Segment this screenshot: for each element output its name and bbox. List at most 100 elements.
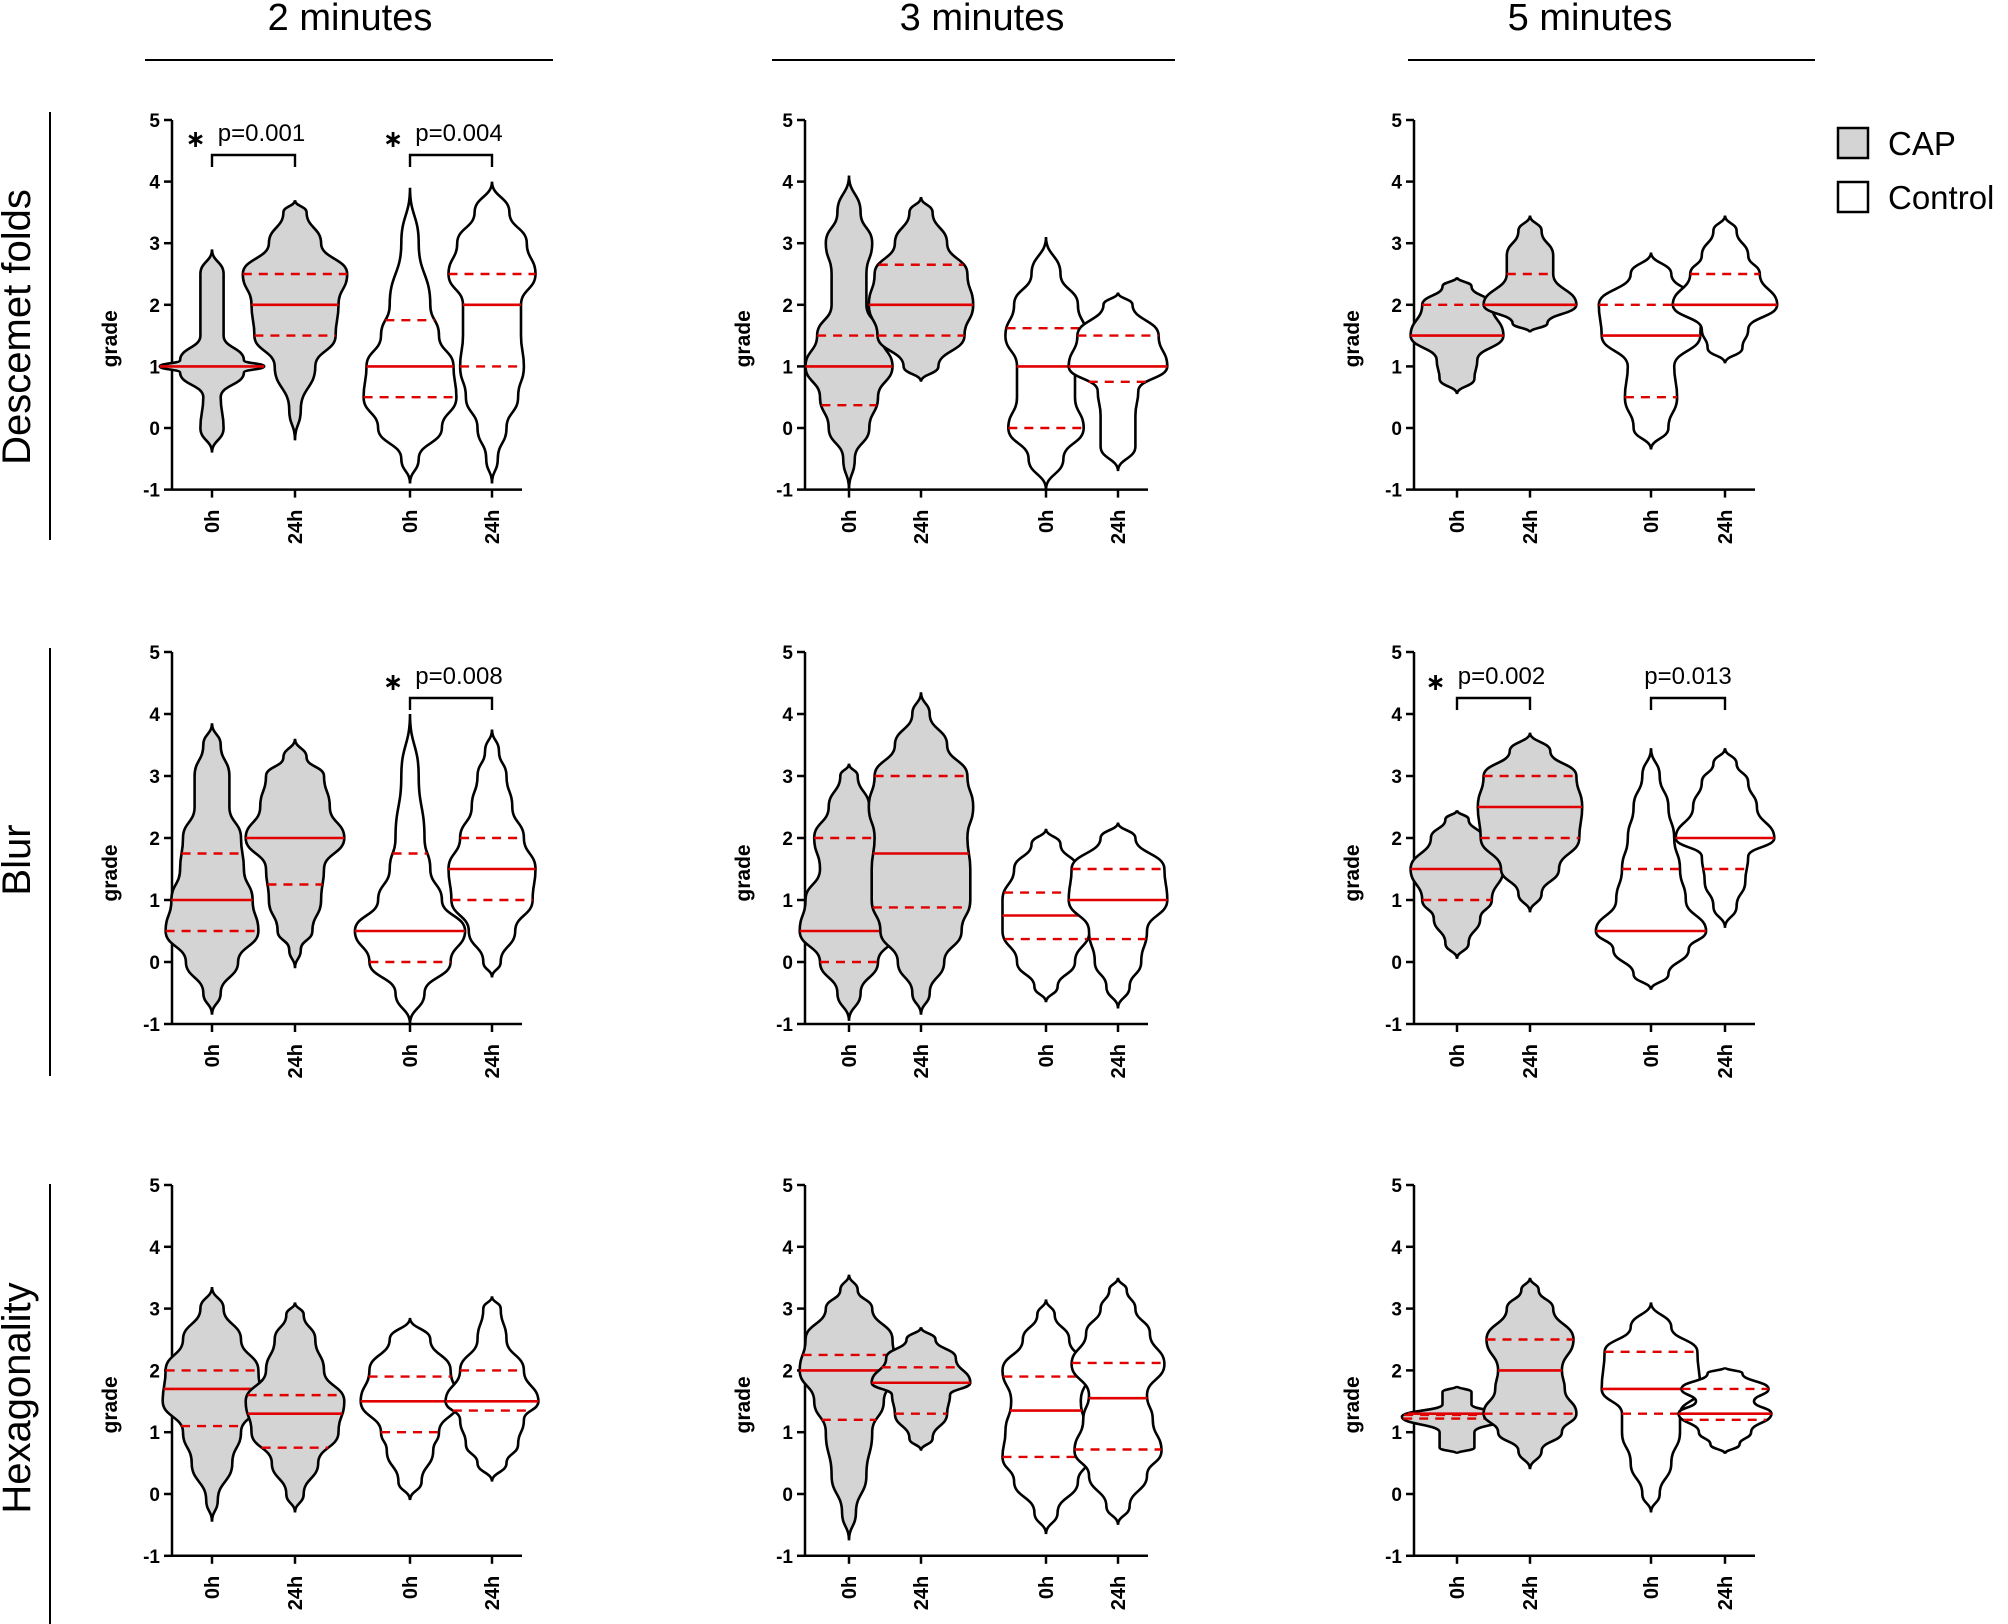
significance-bracket [1649, 696, 1727, 710]
y-tick-label: -1 [776, 481, 793, 502]
control-violin [359, 1317, 461, 1501]
cap-violin [241, 199, 349, 441]
x-category-label: 0h [202, 510, 224, 533]
y-tick-label: 4 [149, 1238, 160, 1259]
significance-label: p=0.013 [1644, 663, 1731, 690]
y-tick-label: 3 [782, 234, 793, 255]
control-violin [1067, 822, 1169, 1009]
x-category-label: 0h [1641, 510, 1663, 533]
legend-cap-label: CAP [1888, 125, 1956, 162]
control-violin [447, 181, 537, 484]
y-tick-label: 1 [782, 891, 793, 912]
y-tick-label: 5 [782, 643, 793, 664]
x-category-label: 0h [400, 510, 422, 533]
y-tick-label: 0 [149, 953, 160, 974]
y-tick-label: 4 [1391, 705, 1402, 726]
y-tick-label: 1 [149, 1423, 160, 1444]
y-tick-label: 2 [149, 1361, 160, 1382]
violin-panel: -1 0 1 2 3 4 5 grade 0h 24h 0h 24h p=0.002 ∗ p=0.013 [1341, 643, 1776, 1078]
legend-cap-swatch [1836, 126, 1870, 160]
x-category-label: 24h [1520, 1044, 1542, 1078]
x-category-label: 24h [1715, 1044, 1737, 1078]
y-tick-label: 1 [782, 1423, 793, 1444]
y-tick-label: 1 [1391, 891, 1402, 912]
y-tick-label: 0 [1391, 419, 1402, 440]
x-category-label: 0h [839, 1576, 861, 1599]
significance-star: ∗ [383, 669, 403, 696]
y-tick-label: 1 [782, 357, 793, 378]
x-category-label: 0h [1447, 510, 1469, 533]
y-tick-label: 4 [782, 173, 793, 194]
y-tick-label: 0 [782, 953, 793, 974]
control-violin [1600, 1302, 1702, 1513]
y-axis-label: grade [1341, 1376, 1364, 1433]
x-category-label: 0h [1641, 1576, 1663, 1599]
y-tick-label: 2 [1391, 296, 1402, 317]
figure-headers: 2 minutes 3 minutes 5 minutes Descemet fold… [0, 0, 1815, 1624]
y-axis-label: grade [732, 1376, 755, 1433]
x-category-label: 24h [482, 510, 504, 544]
y-tick-label: 3 [149, 767, 160, 788]
y-tick-label: 3 [1391, 234, 1402, 255]
significance-label: p=0.002 [1458, 663, 1545, 690]
control-violin [1594, 748, 1708, 991]
y-tick-label: 3 [782, 1300, 793, 1321]
x-category-label: 24h [1108, 1576, 1130, 1610]
significance-bracket [408, 696, 494, 710]
y-tick-label: 3 [1391, 1300, 1402, 1321]
cap-violin [164, 723, 260, 1015]
y-tick-label: -1 [776, 1547, 793, 1568]
y-tick-label: 2 [149, 829, 160, 850]
significance-star: ∗ [1425, 669, 1445, 696]
control-violin [1070, 1277, 1166, 1526]
y-tick-label: 1 [149, 357, 160, 378]
significance-label: p=0.008 [415, 663, 502, 690]
x-category-label: 0h [1036, 1044, 1058, 1067]
x-category-label: 0h [202, 1044, 224, 1067]
x-category-label: 24h [911, 1576, 933, 1610]
y-tick-label: 2 [1391, 829, 1402, 850]
x-category-label: 24h [285, 510, 307, 544]
y-tick-label: -1 [1385, 1015, 1402, 1036]
y-tick-label: 3 [149, 234, 160, 255]
y-tick-label: 1 [1391, 357, 1402, 378]
cap-violin [1476, 732, 1584, 913]
control-violin [1067, 292, 1169, 472]
x-category-label: 24h [1715, 510, 1737, 544]
violin-panel: -1 0 1 2 3 4 5 grade 0h 24h 0h 24h p=0.008 ∗ [99, 643, 537, 1078]
row-title: Hexagonality [0, 1282, 39, 1513]
y-tick-label: -1 [1385, 1547, 1402, 1568]
y-tick-label: 2 [782, 1361, 793, 1382]
y-tick-label: 2 [1391, 1361, 1402, 1382]
x-category-label: 24h [285, 1576, 307, 1610]
significance-bracket [1455, 696, 1532, 710]
y-tick-label: -1 [143, 481, 160, 502]
cap-violin [870, 1326, 972, 1452]
violin-panel: -1 0 1 2 3 4 5 grade 0h 24h 0h 24h [732, 111, 1169, 544]
significance-bracket [408, 153, 494, 167]
significance-label: p=0.004 [415, 120, 502, 147]
column-title: 3 minutes [900, 0, 1065, 39]
violin-panel: -1 0 1 2 3 4 5 grade 0h 24h 0h 24h [1341, 1176, 1773, 1610]
control-violin [1004, 236, 1088, 490]
x-category-label: 0h [400, 1576, 422, 1599]
y-tick-label: 3 [782, 767, 793, 788]
y-tick-label: 3 [149, 1300, 160, 1321]
x-category-label: 24h [1520, 510, 1542, 544]
control-violin [362, 187, 458, 484]
violin-panel: -1 0 1 2 3 4 5 grade 0h 24h 0h 24h [732, 1176, 1166, 1610]
y-axis-label: grade [99, 310, 122, 367]
control-violin [444, 1296, 540, 1482]
x-category-label: 24h [482, 1576, 504, 1610]
cap-violin [244, 738, 346, 969]
y-tick-label: 5 [149, 111, 160, 132]
significance-label: p=0.001 [218, 120, 305, 147]
y-tick-label: 2 [782, 829, 793, 850]
x-category-label: 0h [202, 1576, 224, 1599]
x-category-label: 0h [1036, 510, 1058, 533]
cap-violin [804, 175, 894, 490]
x-category-label: 0h [1641, 1044, 1663, 1067]
y-tick-label: 0 [782, 1485, 793, 1506]
y-tick-label: 5 [149, 643, 160, 664]
y-tick-label: 3 [1391, 767, 1402, 788]
